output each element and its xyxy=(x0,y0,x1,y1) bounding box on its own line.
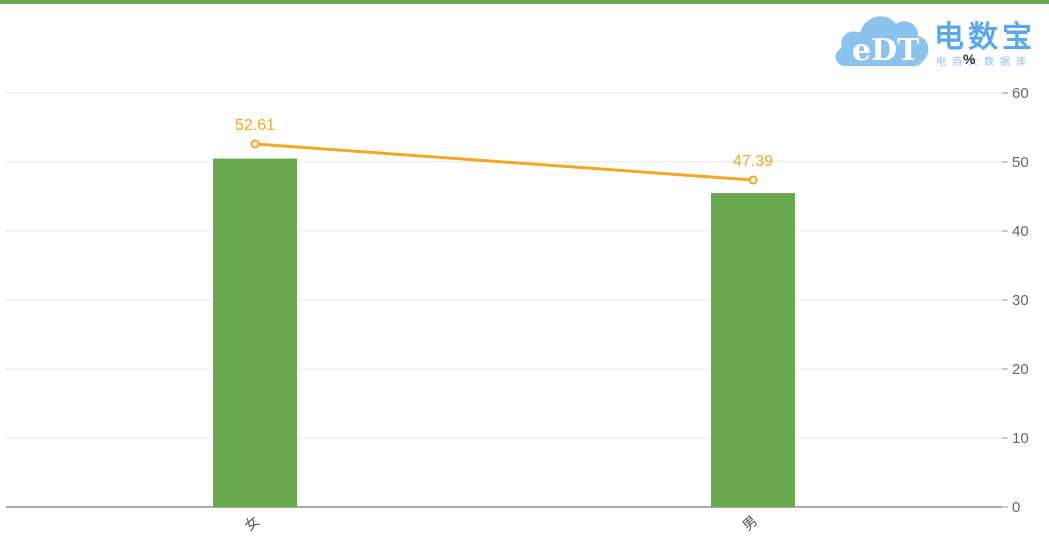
y-tick-label: 20 xyxy=(1012,361,1029,378)
y-tick-label: 30 xyxy=(1012,292,1029,309)
logo-text: eDT xyxy=(852,33,920,68)
y-tick-label: 50 xyxy=(1012,154,1029,171)
x-tick-label: 男 xyxy=(740,513,761,534)
line-point xyxy=(748,175,758,185)
line-point xyxy=(250,139,260,149)
y-tick-label: 0 xyxy=(1012,499,1020,516)
watermark-logo: eDT 电数宝 电商大数据库 xyxy=(832,6,1047,76)
bar xyxy=(711,193,795,508)
y-tick-label: 10 xyxy=(1012,430,1029,447)
top-accent-band xyxy=(0,0,1049,4)
data-label: 47.39 xyxy=(733,153,773,170)
watermark-subtitle: 电商大数据库 xyxy=(936,57,1032,68)
bar xyxy=(213,158,297,508)
watermark-title: 电数宝 xyxy=(934,20,1036,55)
y-tick-label: 60 xyxy=(1012,85,1029,102)
y-axis-unit-label: % xyxy=(963,51,976,67)
x-tick-label: 女 xyxy=(241,513,263,535)
cloud-logo-icon: eDT xyxy=(835,16,929,68)
y-tick-label: 40 xyxy=(1012,223,1029,240)
data-label: 52.61 xyxy=(235,117,275,134)
line-series xyxy=(254,142,754,182)
